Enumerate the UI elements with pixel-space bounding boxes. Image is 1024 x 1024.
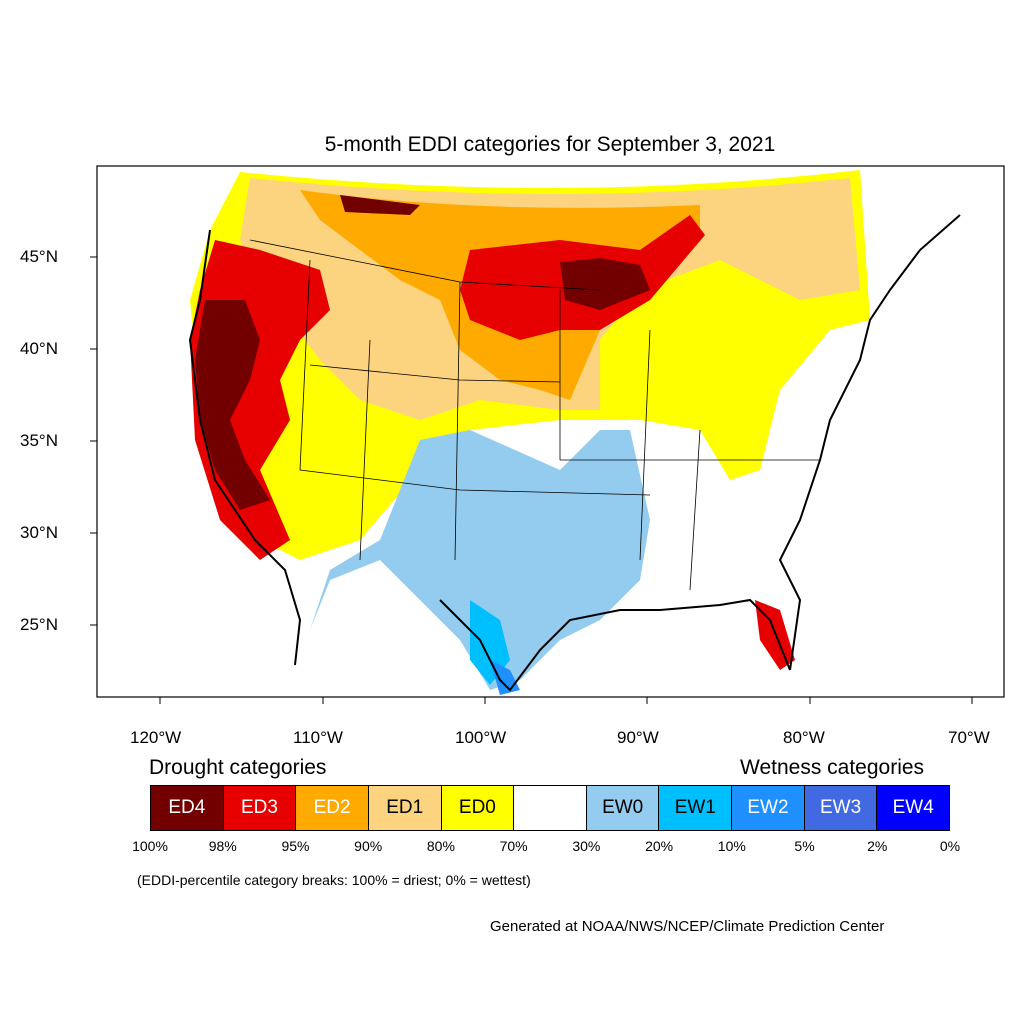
legend-swatch-ed1: ED1 (368, 786, 442, 830)
lat-label: 35°N (20, 431, 58, 450)
axis-ticks (90, 256, 973, 704)
break-label: 0% (939, 838, 961, 854)
break-label: 10% (717, 838, 746, 854)
break-label: 30% (572, 838, 601, 854)
break-label: 5% (794, 838, 815, 854)
legend-swatch-ed0: ED0 (441, 786, 515, 830)
ew1-region (470, 600, 510, 685)
lat-label: 30°N (20, 523, 58, 542)
map-title: 5-month EDDI categories for September 3,… (324, 133, 776, 156)
break-label: 95% (281, 838, 310, 854)
lon-label: 90°W (617, 728, 659, 747)
lon-label: 100°W (455, 728, 507, 747)
category-legend: ED4 ED3 ED2 ED1 ED0 EW0 EW1 EW2 EW3 EW4 (150, 785, 950, 831)
ed4-plains (560, 258, 650, 310)
lon-label: 80°W (783, 728, 825, 747)
lon-label: 110°W (293, 728, 343, 747)
breaks-note: (EDDI-percentile category breaks: 100% =… (137, 872, 531, 888)
legend-swatch-ew0: EW0 (586, 786, 660, 830)
break-label: 100% (132, 838, 168, 854)
legend-swatch-ed3: ED3 (223, 786, 297, 830)
legend-swatch-ew2: EW2 (732, 786, 805, 830)
legend-swatch-ew3: EW3 (804, 786, 878, 830)
legend-swatch-ed2: ED2 (296, 786, 369, 830)
break-label: 90% (354, 838, 383, 854)
lat-label: 45°N (20, 247, 58, 266)
drought-heading: Drought categories (149, 756, 327, 779)
legend-swatch-ed4: ED4 (151, 786, 224, 830)
lon-label: 120°W (130, 728, 182, 747)
lat-label: 40°N (20, 339, 58, 358)
coastline (188, 214, 961, 692)
break-label: 80% (426, 838, 455, 854)
legend-swatch-neutral (514, 786, 587, 830)
legend-swatch-ew4: EW4 (877, 786, 950, 830)
map-frame (96, 165, 1005, 698)
lat-label: 25°N (20, 615, 58, 634)
legend-swatch-ew1: EW1 (659, 786, 733, 830)
break-label: 20% (645, 838, 674, 854)
state-borders (249, 239, 820, 591)
break-label: 2% (867, 838, 888, 854)
ed4-west (195, 300, 270, 510)
break-label: 70% (499, 838, 528, 854)
credit: Generated at NOAA/NWS/NCEP/Climate Predi… (490, 918, 885, 935)
break-label: 98% (208, 838, 237, 854)
ed4-north (340, 195, 420, 215)
lon-label: 70°W (948, 728, 990, 747)
wetness-heading: Wetness categories (740, 756, 925, 779)
